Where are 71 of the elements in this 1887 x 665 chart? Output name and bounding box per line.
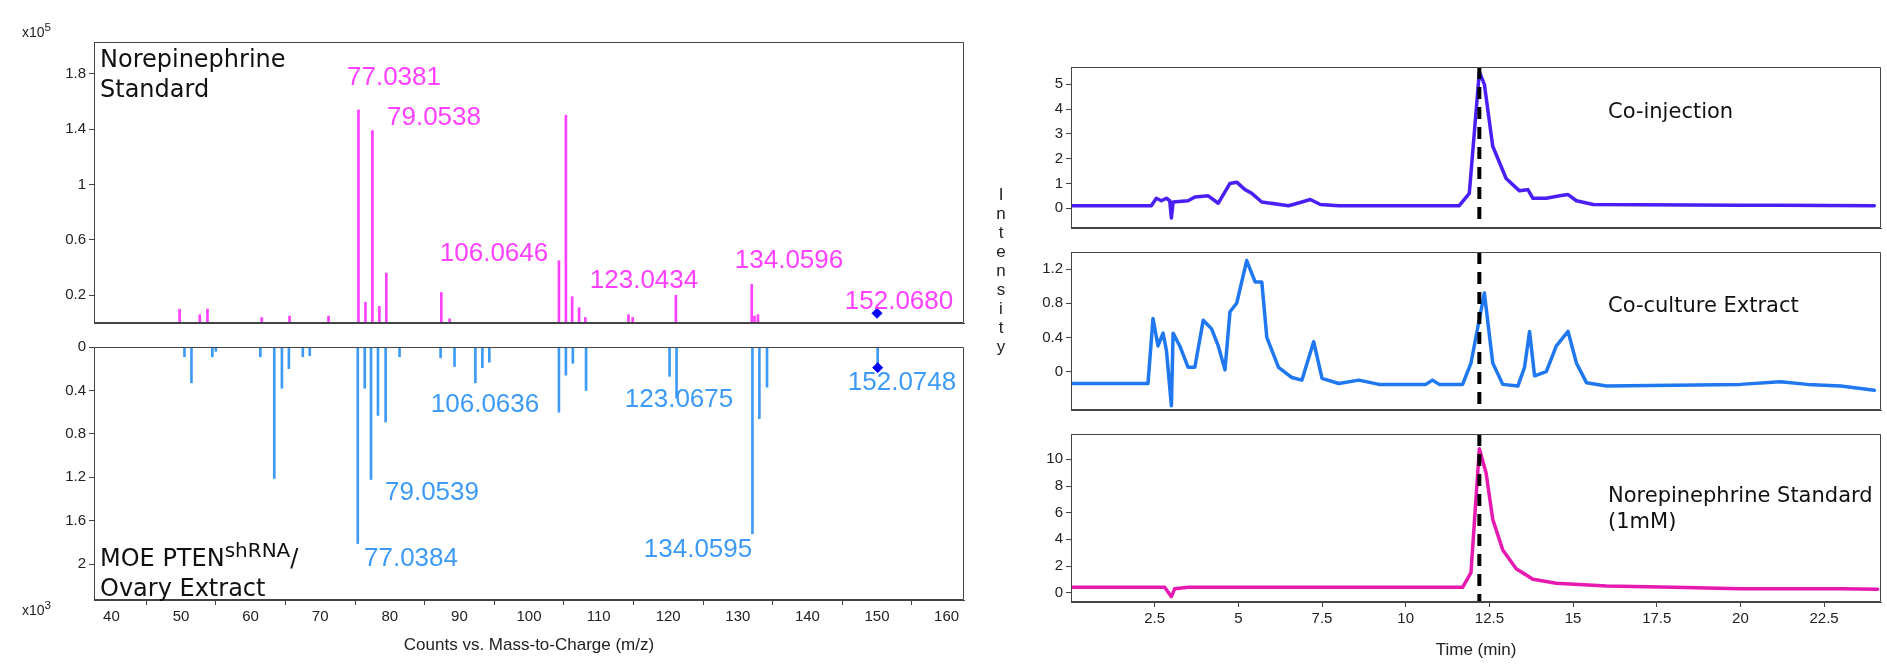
y-tick-label: 1 [1054,173,1063,191]
y-tick-label: 0.4 [65,380,86,398]
annotation: 79.0538 [387,101,481,132]
x-tick-label: 90 [451,607,468,625]
y-tick-label: 4 [1054,99,1063,117]
x-tick-label: 120 [655,607,681,625]
annotation: 77.0384 [364,542,458,573]
text: Co-culture Extract [1608,292,1800,319]
y-tick-label: 6 [1054,502,1063,520]
x-tick-label: 70 [311,607,329,625]
y-tick-label: 10 [1046,449,1063,467]
x-tick-label: 130 [725,607,751,625]
annotation: 77.0381 [347,61,441,92]
annotation: 123.0675 [624,383,734,414]
y-tick-label: 1.2 [1042,259,1063,277]
annotation: 123.0434 [589,264,699,295]
text: Norepinephrine Standard [100,44,287,104]
annotation: 152.0680 [844,285,954,316]
annotation: 106.0636 [430,388,540,419]
text: Norepinephrine Standard (1mM) [1608,482,1874,535]
y-tick-label: 4 [1054,529,1063,547]
y-tick-label: 3 [1054,124,1063,142]
x-tick-label: 60 [242,607,259,625]
annotation: 134.0596 [734,244,844,275]
text: Co-injection [1608,98,1735,125]
y-tick-label: 1 [77,174,86,192]
x-tick-label: 2.5 [1144,609,1166,627]
y-tick-label: 0.8 [65,424,86,442]
x-axis-title: Time (min) [1435,640,1517,660]
x-tick-label: 20 [1732,609,1749,627]
x-axis-title: Counts vs. Mass-to-Charge (m/z) [403,635,655,655]
y-tick-label: 0 [1054,198,1063,216]
y-tick-label: 0 [1054,582,1063,600]
x-tick-label: 22.5 [1809,609,1839,627]
x-tick-label: 80 [381,607,399,625]
x-tick-label: 5 [1234,609,1243,627]
y-tick-label: 5 [1054,74,1063,92]
y-tick-label: 1.4 [65,119,86,137]
x-tick-label: 150 [864,607,890,625]
y-tick-label: 1.2 [65,467,86,485]
y-tick-label: 0.8 [1042,293,1063,311]
x-tick-label: 12.5 [1474,609,1504,627]
text: Intensity [996,185,1006,356]
y-tick-label: 2 [1054,148,1063,166]
y-tick-label: 8 [1054,476,1063,494]
y-tick-label: 2 [77,554,86,572]
y-axis-title: x10$^{3}$ [22,598,52,618]
x-tick-label: 15 [1564,609,1582,627]
x-tick-label: 160 [934,607,960,625]
x-tick-label: 110 [586,607,611,625]
x-tick-label: 10 [1397,609,1415,627]
x-tick-label: 17.5 [1642,609,1672,627]
annotation: 106.0646 [439,237,549,268]
annotation: 152.0748 [847,366,957,397]
y-tick-label: 0.6 [65,230,86,248]
y-tick-label: 0.4 [1042,327,1063,345]
x-tick-label: 100 [516,607,542,625]
y-tick-label: 1.8 [65,63,86,81]
y-tick-label: 0 [77,337,86,355]
x-tick-label: 40 [103,607,120,625]
y-tick-label: 1.6 [65,510,86,528]
text: MOE PTEN$^{shRNA}$/ Ovary Extract [100,538,300,603]
y-tick-label: 0 [1054,361,1063,379]
y-tick-label: 0.2 [65,285,86,303]
x-tick-label: 140 [794,607,820,625]
y-axis-title: x10$^{5}$ [22,20,52,40]
annotation: 134.0595 [643,533,753,564]
annotation: 79.0539 [385,476,479,507]
x-tick-label: 7.5 [1311,609,1333,627]
x-tick-label: 50 [172,607,190,625]
y-tick-label: 2 [1054,556,1063,574]
